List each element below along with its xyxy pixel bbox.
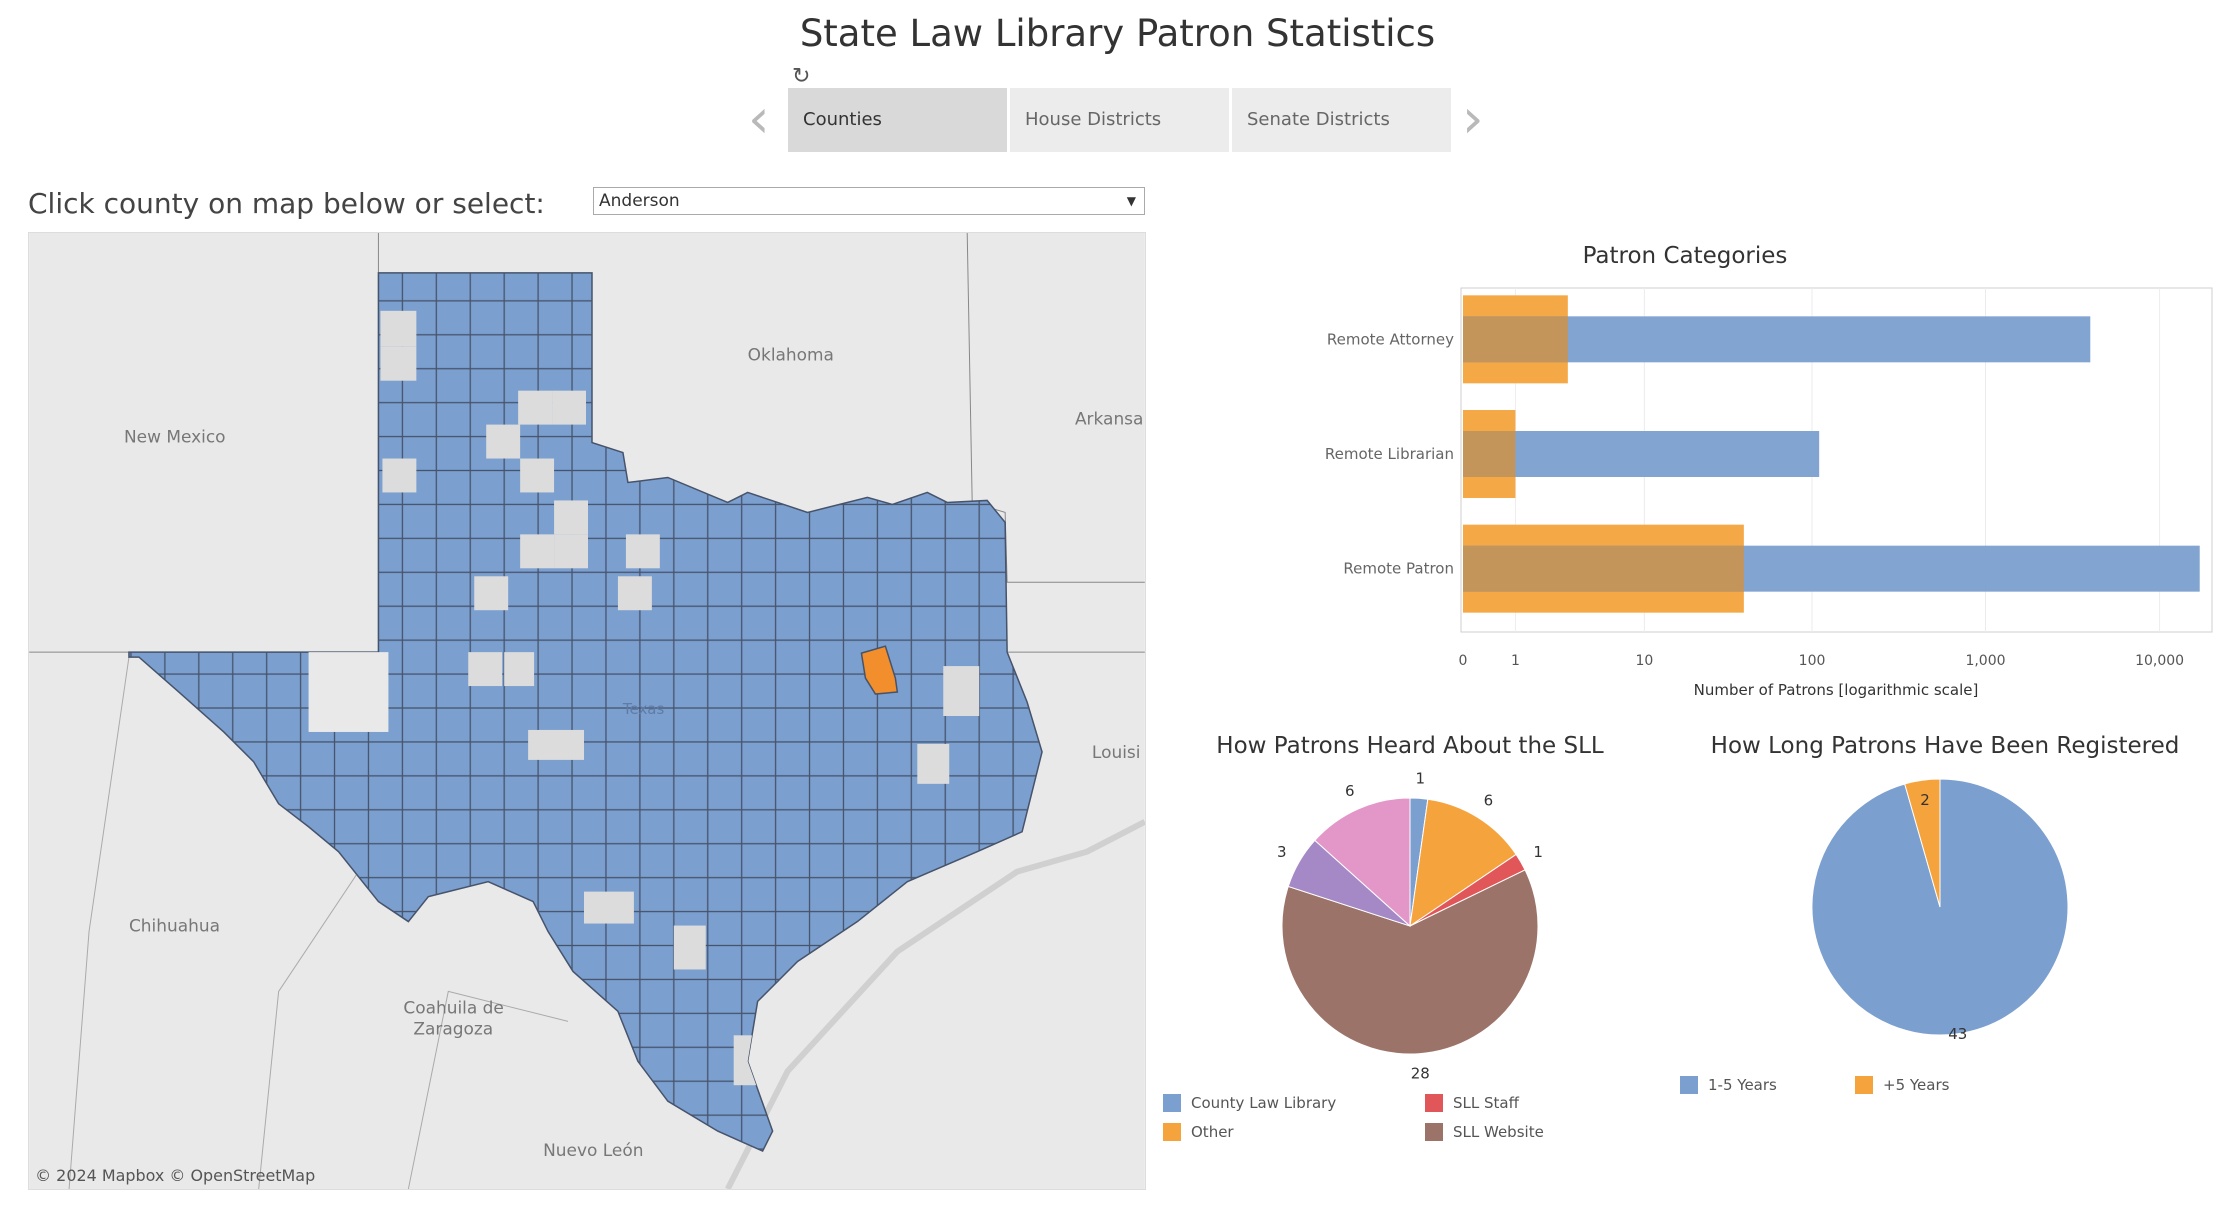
pie1-title: How Patrons Heard About the SLL — [1216, 733, 1604, 759]
county-anderson[interactable] — [860, 645, 899, 695]
coastline — [725, 819, 1145, 1189]
county-select[interactable]: Anderson ▼ — [593, 187, 1145, 215]
x-tick-label: 100 — [1799, 653, 1826, 669]
mexico-border — [68, 657, 569, 1189]
county-select-value: Anderson — [599, 191, 680, 211]
legend-swatch — [1163, 1094, 1181, 1112]
no-data-county[interactable] — [520, 458, 555, 493]
no-data-county[interactable] — [382, 458, 417, 493]
no-data-county[interactable] — [584, 891, 634, 924]
no-data-county[interactable] — [380, 310, 417, 347]
no-data-county[interactable] — [528, 729, 585, 760]
x-tick-label: 10,000 — [2135, 653, 2184, 669]
x-axis-label: Number of Patrons [logarithmic scale] — [1694, 681, 1979, 699]
bar-overlap — [1463, 431, 1516, 477]
category-label: Remote Patron — [1343, 560, 1454, 578]
state-border — [966, 233, 1145, 583]
texas-county-map[interactable]: Oklahoma New Mexico Arkansa Louisi Chihu… — [28, 232, 1146, 1190]
pie-value-label: 43 — [1948, 1025, 1967, 1043]
pie-value-label: 6 — [1484, 791, 1494, 809]
no-data-county[interactable] — [474, 576, 509, 611]
map-label-chihuahua: Chihuahua — [129, 916, 220, 936]
pie-slice[interactable] — [1904, 778, 1941, 908]
category-label: Remote Librarian — [1325, 445, 1454, 463]
x-tick-label: 10 — [1635, 653, 1653, 669]
legend-label: County Law Library — [1191, 1094, 1337, 1112]
bar-chart-title: Patron Categories — [1582, 243, 1788, 269]
tab-senate-districts[interactable]: Senate Districts — [1232, 88, 1451, 152]
pie-slice[interactable] — [1314, 797, 1411, 928]
map-label-texas: Texas — [622, 700, 665, 718]
pie-value-label: 3 — [1277, 843, 1287, 861]
pie2-title: How Long Patrons Have Been Registered — [1710, 733, 2180, 759]
chevron-left-icon[interactable]: ‹ — [748, 87, 770, 150]
x-tick-label: 0 — [1459, 653, 1468, 669]
legend-label: Other — [1191, 1123, 1234, 1141]
tab-counties[interactable]: Counties — [788, 88, 1007, 152]
registered-pie: 43 2 — [1811, 778, 2069, 1043]
bar-overlap — [1463, 545, 1744, 592]
caret-down-icon: ▼ — [1126, 194, 1136, 208]
no-data-county[interactable] — [673, 925, 706, 970]
map-background — [308, 652, 389, 732]
no-data-county[interactable] — [554, 534, 588, 569]
filter-label: Click county on map below or select: — [28, 187, 545, 220]
map-label-louisiana: Louisi — [1092, 742, 1141, 762]
pie-value-label: 6 — [1345, 782, 1355, 800]
pie-value-label: 1 — [1533, 843, 1543, 861]
patron-categories-chart: Remote Attorney Remote Librarian Remote Pa… — [1325, 287, 2213, 699]
map-attribution: © 2024 Mapbox © OpenStreetMap — [35, 1166, 315, 1185]
legend-swatch — [1163, 1123, 1181, 1141]
pie-value-label: 28 — [1411, 1065, 1430, 1080]
category-label: Remote Attorney — [1327, 330, 1454, 348]
legend-label: +5 Years — [1883, 1076, 1950, 1094]
no-data-county[interactable] — [380, 346, 417, 381]
no-data-county[interactable] — [552, 390, 587, 425]
bar-overlap — [1463, 316, 1568, 363]
chevron-right-icon[interactable]: › — [1462, 87, 1484, 150]
legend-label: SLL Staff — [1453, 1094, 1519, 1112]
no-data-county[interactable] — [520, 534, 555, 569]
pie-slice[interactable] — [1409, 798, 1517, 928]
page-title: State Law Library Patron Statistics — [799, 12, 1436, 55]
legend-label: 1-5 Years — [1708, 1076, 1777, 1094]
map-label-arkansas: Arkansa — [1075, 409, 1143, 429]
no-data-county[interactable] — [468, 652, 503, 687]
map-label-nuevo-leon: Nuevo León — [543, 1140, 643, 1160]
no-data-county[interactable] — [486, 424, 521, 459]
legend-swatch — [1680, 1076, 1698, 1094]
legend-swatch — [1425, 1123, 1443, 1141]
no-data-county[interactable] — [617, 576, 652, 611]
x-tick-label: 1,000 — [1965, 653, 2005, 669]
x-tick-label: 1 — [1511, 653, 1520, 669]
no-data-county[interactable] — [625, 534, 660, 569]
revert-icon[interactable]: ↻ — [792, 64, 811, 89]
no-data-county[interactable] — [518, 390, 553, 425]
pie-value-label: 1 — [1416, 770, 1426, 787]
tab-house-districts[interactable]: House Districts — [1010, 88, 1229, 152]
legend-swatch — [1855, 1076, 1873, 1094]
legend-label: SLL Website — [1453, 1123, 1544, 1141]
pie-value-label: 2 — [1920, 791, 1930, 809]
pie-slice[interactable] — [1281, 869, 1539, 1055]
bar-total[interactable] — [1463, 431, 1820, 477]
map-label-oklahoma: Oklahoma — [748, 345, 834, 365]
map-label-new-mexico: New Mexico — [124, 427, 226, 447]
map-label-coahuila: Coahuila de — [403, 997, 503, 1017]
map-label-coahuila: Zaragoza — [413, 1018, 493, 1038]
no-data-county[interactable] — [554, 500, 588, 535]
no-data-county[interactable] — [917, 743, 950, 784]
no-data-county[interactable] — [943, 666, 980, 716]
legend-swatch — [1425, 1094, 1443, 1112]
heard-about-pie: 1 6 1 28 3 6 — [1277, 770, 1543, 1080]
no-data-county[interactable] — [504, 652, 535, 687]
